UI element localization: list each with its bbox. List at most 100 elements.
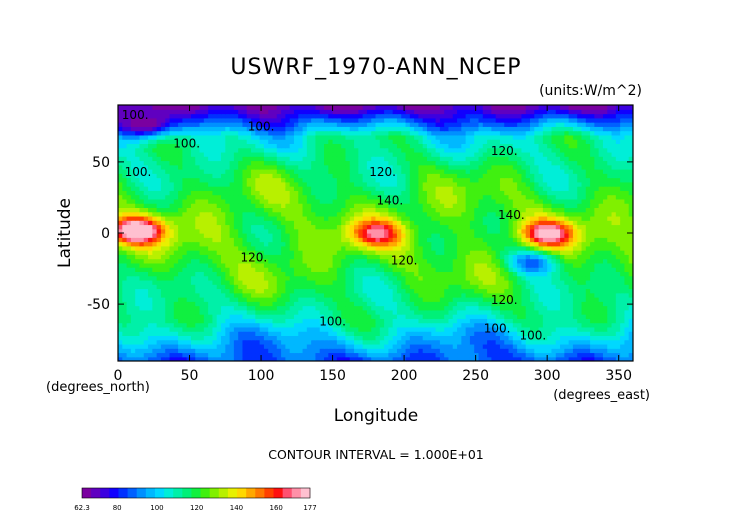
- field-cell: [259, 207, 265, 213]
- field-cell: [572, 339, 578, 345]
- field-cell: [577, 220, 583, 226]
- field-cell: [156, 348, 162, 354]
- field-cell: [396, 258, 402, 264]
- field-cell: [482, 288, 488, 294]
- field-cell: [169, 211, 175, 217]
- field-cell: [272, 250, 278, 255]
- field-cell: [487, 241, 492, 247]
- field-cell: [135, 194, 141, 200]
- field-cell: [491, 314, 497, 319]
- field-cell: [341, 331, 347, 336]
- field-cell: [354, 348, 359, 354]
- field-cell: [401, 279, 407, 285]
- field-cell: [281, 318, 286, 324]
- field-cell: [371, 314, 377, 319]
- field-cell: [156, 241, 162, 247]
- field-cell: [422, 271, 428, 277]
- field-cell: [216, 309, 222, 315]
- field-cell: [203, 233, 209, 238]
- field-cell: [255, 301, 261, 307]
- field-cell: [276, 301, 282, 307]
- field-cell: [512, 331, 518, 336]
- field-cell: [401, 352, 407, 358]
- field-cell: [289, 301, 295, 307]
- field-cell: [251, 318, 256, 324]
- field-cell: [465, 288, 471, 294]
- field-cell: [401, 262, 407, 268]
- field-cell: [409, 271, 415, 277]
- field-cell: [409, 258, 415, 264]
- field-cell: [602, 211, 608, 217]
- field-cell: [474, 322, 480, 328]
- field-cell: [478, 301, 484, 307]
- field-cell: [379, 203, 385, 208]
- field-cell: [409, 262, 415, 268]
- field-cell: [358, 237, 364, 243]
- field-cell: [195, 331, 201, 336]
- field-cell: [285, 348, 291, 354]
- field-cell: [143, 309, 149, 315]
- field-cell: [169, 356, 175, 361]
- field-cell: [268, 314, 274, 319]
- field-cell: [602, 237, 608, 243]
- field-cell: [396, 348, 402, 354]
- field-cell: [122, 352, 128, 358]
- field-cell: [195, 309, 201, 315]
- field-cell: [272, 211, 278, 217]
- field-cell: [491, 245, 497, 251]
- field-cell: [362, 207, 368, 213]
- field-cell: [448, 245, 454, 251]
- field-cell: [311, 331, 317, 336]
- field-cell: [495, 301, 501, 307]
- field-cell: [504, 267, 510, 272]
- field-cell: [542, 331, 548, 336]
- field-cell: [396, 262, 402, 268]
- field-cell: [285, 275, 291, 281]
- field-cell: [504, 237, 510, 243]
- field-cell: [251, 322, 256, 328]
- field-cell: [530, 279, 535, 285]
- field-cell: [263, 288, 269, 294]
- field-cell: [246, 331, 252, 336]
- field-cell: [572, 207, 578, 213]
- field-cell: [620, 250, 626, 255]
- field-cell: [173, 288, 179, 294]
- field-cell: [392, 186, 398, 191]
- field-cell: [276, 331, 282, 336]
- field-cell: [431, 186, 437, 191]
- field-cell: [212, 228, 218, 234]
- field-cell: [517, 297, 523, 302]
- field-cell: [118, 215, 123, 221]
- field-cell: [628, 331, 633, 336]
- field-cell: [165, 267, 171, 272]
- field-cell: [495, 326, 501, 332]
- field-cell: [495, 194, 501, 200]
- field-cell: [156, 279, 162, 285]
- field-cell: [628, 356, 633, 361]
- field-cell: [229, 245, 235, 251]
- field-cell: [139, 288, 145, 294]
- field-cell: [452, 245, 458, 251]
- field-cell: [341, 326, 347, 332]
- field-cell: [388, 343, 394, 349]
- field-cell: [435, 250, 441, 255]
- field-cell: [263, 198, 269, 204]
- field-cell: [384, 275, 389, 281]
- field-cell: [457, 224, 462, 230]
- field-cell: [452, 190, 458, 196]
- field-cell: [564, 224, 570, 230]
- field-cell: [315, 203, 321, 208]
- field-cell: [607, 322, 613, 328]
- field-cell: [203, 181, 209, 187]
- field-cell: [349, 224, 355, 230]
- field-cell: [173, 301, 179, 307]
- field-cell: [139, 228, 145, 234]
- field-cell: [289, 288, 295, 294]
- field-cell: [478, 241, 484, 247]
- field-cell: [281, 220, 286, 226]
- field-cell: [178, 198, 183, 204]
- field-cell: [143, 262, 149, 268]
- field-cell: [590, 203, 595, 208]
- field-cell: [547, 198, 553, 204]
- field-cell: [396, 228, 402, 234]
